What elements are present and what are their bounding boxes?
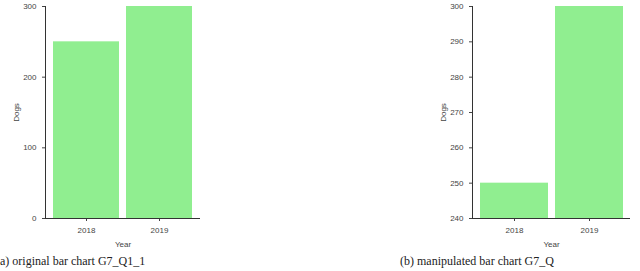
svg-text:Dogs: Dogs [12,103,21,122]
svg-text:260: 260 [450,143,464,152]
svg-text:100: 100 [23,143,37,152]
svg-text:200: 200 [23,73,37,82]
svg-text:300: 300 [23,2,37,11]
svg-text:300: 300 [450,2,464,11]
html-text:a) original bar chart G7_Q1_1: a) original bar chart G7_Q1_1 [0,254,146,268]
svg-text:270: 270 [450,108,464,117]
svg-text:Dogs: Dogs [439,103,448,122]
svg-text:250: 250 [450,179,464,188]
svg-text:2019: 2019 [581,226,599,235]
svg-text:240: 240 [450,214,464,223]
svg-text:2019: 2019 [151,226,169,235]
svg-text:2018: 2018 [506,226,524,235]
html-text:(b) manipulated bar chart G7_Q: (b) manipulated bar chart G7_Q [400,254,554,268]
svg-text:0: 0 [32,214,37,223]
svg-text:2018: 2018 [78,226,96,235]
svg-text:Year: Year [115,240,132,249]
svg-text:Year: Year [543,240,560,249]
svg-text:290: 290 [450,37,464,46]
svg-text:280: 280 [450,73,464,82]
